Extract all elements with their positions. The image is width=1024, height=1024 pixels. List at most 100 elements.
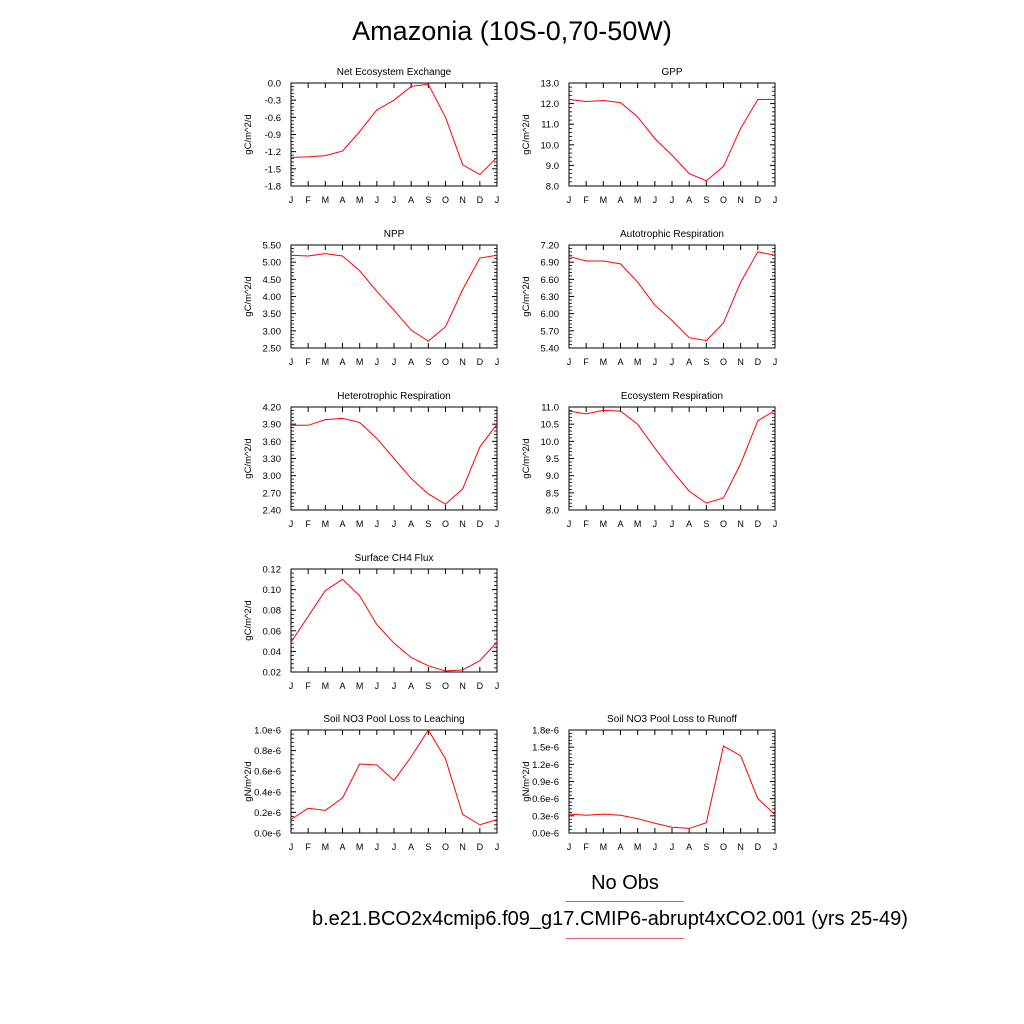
y-tick-label: 0.8e-6 [254, 746, 281, 757]
y-tick-label: 6.30 [541, 292, 560, 303]
y-tick-label: 9.0 [546, 161, 559, 172]
x-tick-label: J [670, 195, 675, 205]
x-tick-label: J [653, 195, 658, 205]
x-tick-label: A [339, 842, 345, 852]
x-tick-label: J [289, 681, 294, 691]
series-line [568, 98, 775, 182]
y-tick-label: 9.5 [546, 454, 559, 465]
x-tick-label: A [339, 195, 345, 205]
y-tick-label: 3.00 [263, 326, 282, 337]
x-tick-label: D [755, 195, 762, 205]
x-tick-label: M [634, 519, 642, 529]
y-tick-label: 2.40 [263, 506, 282, 517]
x-tick-label: S [425, 357, 431, 367]
x-tick-label: D [755, 519, 762, 529]
x-tick-label: A [408, 357, 414, 367]
plot-frame [290, 568, 498, 673]
y-tick-label: 0.08 [263, 606, 282, 617]
series-line [568, 409, 776, 504]
series-line [290, 578, 498, 672]
x-tick-label: D [755, 357, 762, 367]
y-tick-label: 0.0 [268, 79, 281, 90]
x-tick-label: A [686, 842, 692, 852]
y-axis-label: gC/m^2/d [243, 276, 254, 316]
y-tick-label: 0.0e-6 [254, 829, 281, 840]
legend-case-label: b.e21.BCO2x4cmip6.f09_g17.CMIP6-abrupt4x… [312, 908, 908, 930]
panel-title: Soil NO3 Pool Loss to Leaching [323, 714, 464, 725]
x-tick-label: F [583, 519, 589, 529]
y-axis-label: gN/m^2/d [243, 761, 254, 801]
x-tick-label: J [375, 195, 380, 205]
y-tick-label: 4.00 [263, 292, 282, 303]
x-tick-label: D [477, 519, 484, 529]
x-tick-label: A [617, 842, 623, 852]
x-tick-label: S [425, 681, 431, 691]
x-tick-label: J [392, 519, 397, 529]
x-tick-label: M [322, 195, 330, 205]
plot-frame [290, 244, 498, 349]
x-tick-label: N [737, 195, 744, 205]
x-tick-label: M [356, 195, 364, 205]
x-tick-label: A [617, 195, 623, 205]
x-tick-label: S [425, 842, 431, 852]
y-tick-label: 8.5 [546, 488, 559, 499]
x-tick-label: A [408, 681, 414, 691]
x-tick-label: J [289, 842, 294, 852]
plot-frame [568, 82, 776, 187]
y-tick-label: 10.0 [541, 140, 560, 151]
x-tick-label: O [720, 842, 727, 852]
x-tick-label: F [305, 842, 311, 852]
x-tick-label: N [459, 681, 466, 691]
x-tick-label: J [289, 519, 294, 529]
y-tick-label: 5.00 [263, 258, 282, 269]
y-tick-label: 0.6e-6 [254, 767, 281, 778]
y-tick-label: -1.8 [265, 182, 281, 193]
x-tick-label: M [600, 195, 608, 205]
x-tick-label: O [442, 842, 449, 852]
x-tick-label: F [305, 681, 311, 691]
y-axis-label: gC/m^2/d [243, 114, 254, 154]
x-tick-label: J [495, 357, 500, 367]
x-tick-label: M [634, 842, 642, 852]
x-tick-label: N [459, 519, 466, 529]
x-tick-label: A [408, 195, 414, 205]
x-tick-label: F [583, 195, 589, 205]
y-tick-label: 0.12 [263, 565, 282, 576]
x-tick-label: N [459, 195, 466, 205]
x-tick-label: M [322, 681, 330, 691]
x-tick-label: O [442, 519, 449, 529]
y-tick-label: 4.50 [263, 275, 282, 286]
x-tick-label: M [600, 519, 608, 529]
x-tick-label: O [720, 357, 727, 367]
x-tick-label: J [392, 842, 397, 852]
legend-obs-label: No Obs [591, 872, 659, 894]
x-tick-label: F [305, 357, 311, 367]
y-tick-label: 8.0 [546, 182, 559, 193]
x-tick-label: F [583, 357, 589, 367]
panel-title: Surface CH4 Flux [355, 553, 434, 564]
x-tick-label: J [653, 842, 658, 852]
x-tick-label: A [339, 357, 345, 367]
y-tick-label: 6.90 [541, 258, 560, 269]
y-tick-label: 3.00 [263, 471, 282, 482]
x-tick-label: N [737, 357, 744, 367]
x-tick-label: A [408, 519, 414, 529]
plot-frame [568, 244, 776, 349]
y-tick-label: -0.9 [265, 130, 281, 141]
series-line [568, 745, 776, 829]
y-tick-label: 2.70 [263, 488, 282, 499]
x-tick-label: O [442, 357, 449, 367]
plot-frame [568, 729, 776, 834]
y-axis-label: gC/m^2/d [243, 438, 254, 478]
y-tick-label: 0.02 [263, 668, 282, 679]
x-tick-label: A [686, 195, 692, 205]
x-tick-label: J [375, 842, 380, 852]
x-tick-label: F [583, 842, 589, 852]
x-tick-label: J [773, 842, 778, 852]
x-tick-label: M [322, 357, 330, 367]
x-tick-label: J [289, 195, 294, 205]
x-tick-label: M [634, 357, 642, 367]
y-tick-label: 6.60 [541, 275, 560, 286]
